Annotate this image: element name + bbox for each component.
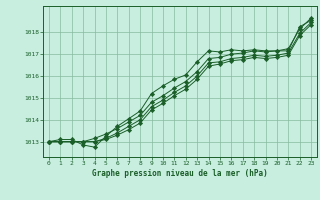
X-axis label: Graphe pression niveau de la mer (hPa): Graphe pression niveau de la mer (hPa) — [92, 169, 268, 178]
